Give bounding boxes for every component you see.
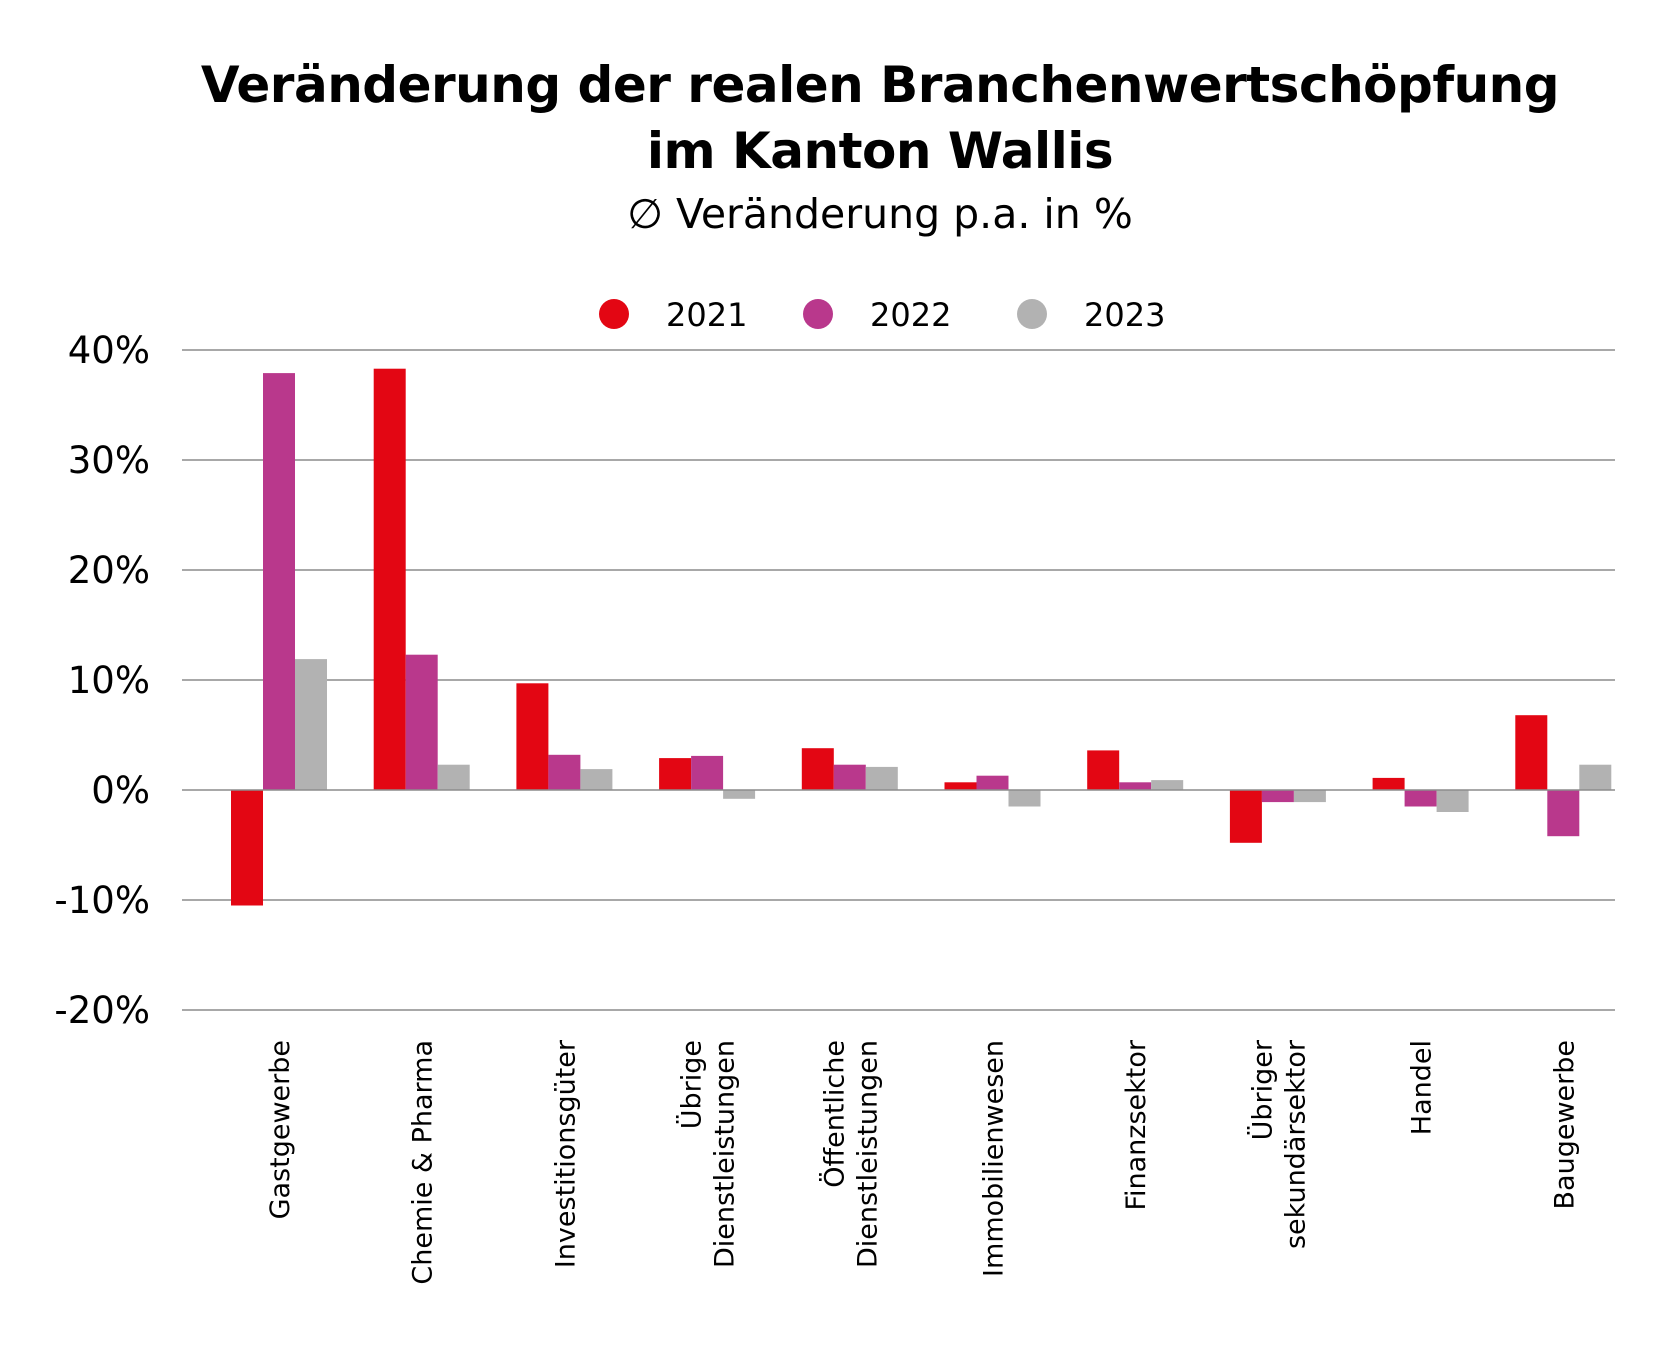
chart-title-line1: Veränderung der realen Branchenwertschöp… [200,56,1560,114]
x-category-label: Öffentliche [818,1040,850,1188]
x-category-label: Dienstleistungen [710,1040,741,1268]
bar-2023 [1436,790,1469,812]
chart-title: Veränderung der realen Branchenwertschöp… [0,52,1680,184]
bar-2022 [1547,790,1580,837]
x-category-label: Gastgewerbe [265,1040,296,1219]
bar-2023 [437,764,470,790]
gridlines [182,349,1615,1011]
legend-marker [599,299,629,329]
bar-2023 [580,769,613,790]
bar-2021 [1372,777,1405,790]
bar-2022 [1119,782,1152,790]
y-tick-label: 20% [68,549,150,592]
bar-2022 [691,755,724,790]
bar-2021 [1515,715,1548,790]
bar-2023 [723,790,756,799]
bar-2021 [231,790,263,906]
x-category-label: Dienstleistungen [852,1040,883,1268]
legend-marker [1017,299,1047,329]
bar-2022 [1404,790,1437,807]
bar-2022 [1261,790,1294,803]
legend-label: 2021 [666,296,747,334]
x-category-label: Finanzsektor [1121,1039,1152,1210]
x-category-label: Investitionsgüter [550,1039,581,1268]
chart-title-line2: im Kanton Wallis [646,122,1114,180]
legend: 2021 2022 2023 [599,296,1165,334]
y-tick-label: 0% [91,769,150,812]
bar-2022 [405,654,438,790]
bar-2022 [263,373,295,790]
bar-2022 [833,764,866,790]
bar-2021 [659,758,692,790]
x-category-label: Handel [1407,1040,1438,1135]
y-tick-label: -20% [54,989,150,1032]
x-category-label: Immobilienwesen [979,1040,1010,1277]
chart-subtitle: ∅ Veränderung p.a. in % [627,190,1133,238]
y-tick-label: -10% [54,879,150,922]
legend-label: 2023 [1084,296,1165,334]
bars [231,368,1612,906]
bar-2022 [976,775,1009,790]
y-tick-label: 40% [68,329,150,372]
x-category-label: Übrige [676,1040,708,1129]
bar-2021 [516,683,549,790]
x-category-label: Übriger [1246,1039,1278,1140]
bar-2023 [1293,790,1326,803]
bar-2023 [1151,780,1184,790]
x-category-label: sekundärsektor [1280,1039,1311,1249]
bar-2023 [865,766,898,790]
bar-2021 [801,748,834,790]
y-tick-label: 30% [68,439,150,482]
bar-2021 [1087,750,1120,790]
y-axis-ticks: 40% 30% 20% 10% 0% -10% -20% [54,329,150,1032]
legend-label: 2022 [870,296,951,334]
x-category-label: Chemie & Pharma [408,1040,439,1285]
bar-2023 [1008,790,1041,807]
bar-2021 [373,368,406,790]
bar-2023 [295,659,327,790]
bar-2022 [548,754,581,790]
bar-2021 [1229,790,1262,843]
x-category-label: Baugewerbe [1549,1040,1580,1209]
bar-2023 [1579,764,1612,790]
bar-2021 [944,782,977,790]
legend-marker [803,299,833,329]
x-axis-labels: Gastgewerbe Chemie & Pharma Investitionsgü… [265,1039,1580,1285]
y-tick-label: 10% [68,659,150,702]
